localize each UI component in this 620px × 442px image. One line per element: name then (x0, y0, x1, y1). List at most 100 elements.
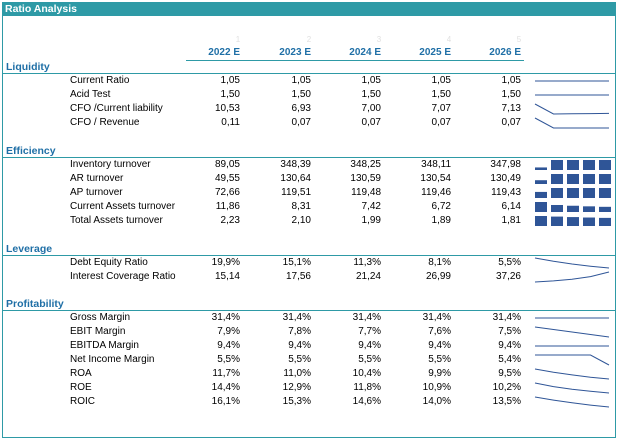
ratio-value: 1,05 (361, 75, 381, 86)
ratio-value: 11,8% (353, 382, 381, 393)
ratio-label: Debt Equity Ratio (70, 257, 148, 268)
sparkbar (551, 216, 563, 226)
ratio-value: 0,07 (431, 117, 451, 128)
ratio-label: Current Assets turnover (70, 201, 176, 212)
sparkbar-chart (535, 160, 611, 170)
ratio-value: 9,4% (428, 340, 451, 351)
ratio-value: 119,51 (281, 187, 311, 198)
ratio-label: Acid Test (70, 89, 111, 100)
ratio-value: 7,5% (498, 326, 521, 337)
sparkbar (535, 180, 547, 184)
year-header: 2023 E (279, 47, 311, 58)
panel-title: Ratio Analysis (3, 3, 615, 16)
ratio-value: 5,4% (498, 354, 521, 365)
sparkline-chart (534, 382, 610, 394)
ratio-value: 49,55 (214, 173, 240, 184)
ratio-value: 19,9% (211, 257, 240, 268)
ratio-value: 12,9% (282, 382, 311, 393)
sparkbar (551, 160, 563, 170)
ratio-value: 6,14 (501, 201, 521, 212)
sparkbar (599, 206, 611, 212)
sparkbar (535, 216, 547, 226)
year-header: 2022 E (208, 47, 240, 58)
ratio-value: 1,05 (431, 75, 451, 86)
ratio-value: 1,50 (291, 89, 311, 100)
sparkbar-chart (535, 188, 611, 198)
column-number: 1 (235, 35, 241, 44)
ratio-value: 1,50 (361, 89, 381, 100)
ratio-label: Interest Coverage Ratio (70, 271, 176, 282)
sparkbar (599, 188, 611, 198)
ratio-value: 7,42 (361, 201, 381, 212)
year-header: 2025 E (419, 47, 451, 58)
ratio-value: 15,1% (282, 257, 311, 268)
ratio-value: 11,86 (215, 201, 240, 212)
ratio-value: 119,43 (491, 187, 521, 198)
sparkbar (599, 160, 611, 170)
ratio-label: Inventory turnover (70, 159, 151, 170)
ratio-value: 348,25 (350, 159, 381, 170)
ratio-row: Current Ratio 1,05 1,05 1,05 1,05 1,05 (3, 74, 615, 88)
ratio-label: AR turnover (70, 173, 124, 184)
ratio-value: 0,07 (501, 117, 521, 128)
sparkline-series (534, 368, 610, 380)
ratio-value: 1,81 (501, 215, 521, 226)
ratio-row: Net Income Margin 5,5% 5,5% 5,5% 5,5% 5,4% (3, 353, 615, 367)
ratio-value: 347,98 (490, 159, 521, 170)
sparkbar-chart (535, 174, 611, 184)
ratio-value: 5,5% (428, 354, 451, 365)
sparkline-chart (534, 368, 610, 380)
section-divider (3, 157, 615, 158)
ratio-value: 1,89 (431, 215, 451, 226)
sparkbar (583, 174, 595, 184)
ratio-value: 5,5% (288, 354, 311, 365)
ratio-label: AP turnover (70, 187, 123, 198)
ratio-value: 10,53 (214, 103, 240, 114)
column-number: 5 (516, 35, 522, 44)
ratio-label: ROE (70, 382, 92, 393)
ratio-value: 130,54 (420, 173, 451, 184)
ratio-row: ROE 14,4% 12,9% 11,8% 10,9% 10,2% (3, 381, 615, 395)
sparkbar (583, 206, 595, 212)
ratio-value: 7,7% (358, 326, 381, 337)
ratio-value: 14,6% (352, 396, 381, 407)
ratio-value: 31,4% (422, 312, 451, 323)
sparkbar (535, 202, 547, 212)
ratio-value: 26,99 (425, 271, 451, 282)
ratio-value: 11,7% (212, 368, 240, 379)
sparkline-chart (535, 354, 610, 366)
ratio-value: 11,0% (283, 368, 311, 379)
ratio-label: Total Assets turnover (70, 215, 163, 226)
sparkline-chart (534, 396, 610, 408)
ratio-value: 2,10 (291, 215, 311, 226)
sparkline-chart (534, 117, 609, 129)
header-divider (186, 60, 524, 61)
ratio-value: 348,39 (280, 159, 311, 170)
ratio-value: 7,8% (288, 326, 311, 337)
ratio-row: EBITDA Margin 9,4% 9,4% 9,4% 9,4% 9,4% (3, 339, 615, 353)
ratio-value: 7,07 (431, 103, 451, 114)
sparkline-series (534, 382, 610, 394)
section-divider (3, 73, 615, 74)
column-number: 2 (306, 35, 312, 44)
sparkline-series (534, 396, 610, 408)
sparkbar (599, 174, 611, 184)
ratio-value: 9,4% (217, 340, 240, 351)
sparkbar (599, 217, 611, 226)
section-title-leverage: Leverage (6, 243, 53, 255)
ratio-value: 1,05 (501, 75, 521, 86)
ratio-row: Gross Margin 31,4% 31,4% 31,4% 31,4% 31,4% (3, 311, 615, 325)
sparkbar-chart (535, 216, 611, 226)
sparkline-chart (534, 257, 610, 269)
ratio-row: Inventory turnover 89,05 348,39 348,25 348,1… (3, 158, 615, 172)
ratio-label: CFO / Revenue (70, 117, 140, 128)
ratio-label: ROIC (70, 396, 95, 407)
sparkline-chart (535, 317, 609, 319)
ratio-label: EBIT Margin (70, 326, 126, 337)
ratio-value: 7,13 (501, 103, 521, 114)
section-divider (3, 310, 615, 311)
ratio-value: 1,50 (431, 89, 451, 100)
sparkbar (583, 160, 595, 170)
ratio-value: 2,23 (220, 215, 240, 226)
column-number: 4 (446, 35, 452, 44)
